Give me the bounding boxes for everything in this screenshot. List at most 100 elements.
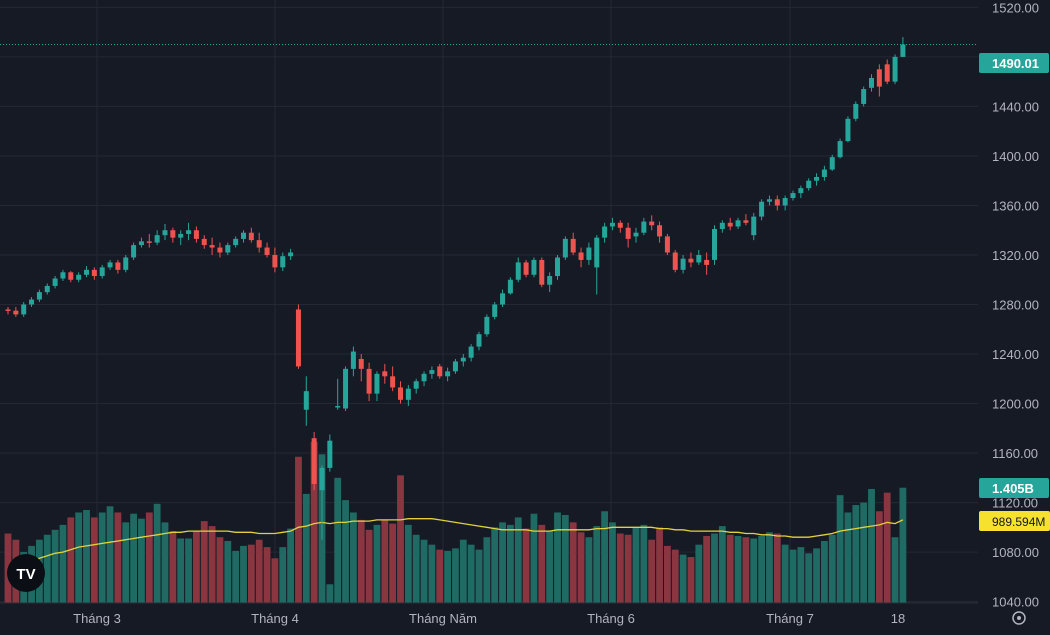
candle[interactable] bbox=[99, 264, 105, 279]
time-axis[interactable]: Tháng 3 Tháng 4 Tháng Năm Tháng 6 Tháng 7 18 bbox=[73, 611, 905, 626]
candle[interactable] bbox=[578, 247, 584, 268]
candle[interactable] bbox=[594, 235, 600, 295]
candle[interactable] bbox=[766, 195, 772, 206]
candle[interactable] bbox=[617, 220, 623, 233]
candle[interactable] bbox=[884, 59, 890, 85]
candle[interactable] bbox=[649, 215, 655, 231]
candle[interactable] bbox=[798, 185, 804, 199]
candle[interactable] bbox=[790, 190, 796, 201]
candle[interactable] bbox=[358, 354, 364, 382]
candle[interactable] bbox=[892, 54, 898, 85]
candle[interactable] bbox=[162, 224, 168, 241]
candle[interactable] bbox=[696, 250, 702, 265]
candle[interactable] bbox=[60, 269, 66, 281]
candle[interactable] bbox=[272, 247, 278, 273]
tradingview-logo[interactable]: TV bbox=[7, 554, 45, 592]
candle[interactable] bbox=[429, 366, 435, 379]
candle[interactable] bbox=[343, 366, 349, 411]
candle[interactable] bbox=[288, 248, 294, 260]
candle[interactable] bbox=[468, 344, 474, 362]
candle[interactable] bbox=[68, 271, 74, 283]
candle[interactable] bbox=[735, 217, 741, 229]
candle[interactable] bbox=[829, 154, 835, 171]
candle[interactable] bbox=[586, 242, 592, 265]
candle[interactable] bbox=[900, 37, 906, 57]
candle[interactable] bbox=[759, 199, 765, 221]
candle[interactable] bbox=[570, 232, 576, 255]
candle[interactable] bbox=[500, 289, 506, 307]
candle[interactable] bbox=[782, 195, 788, 211]
candle[interactable] bbox=[657, 221, 663, 243]
candle[interactable] bbox=[751, 212, 757, 241]
candle[interactable] bbox=[562, 236, 568, 260]
candle[interactable] bbox=[405, 384, 411, 407]
candle[interactable] bbox=[264, 242, 270, 258]
candle[interactable] bbox=[44, 283, 50, 295]
candle[interactable] bbox=[178, 230, 184, 246]
candle[interactable] bbox=[123, 254, 129, 273]
candle[interactable] bbox=[91, 267, 97, 280]
candle[interactable] bbox=[641, 217, 647, 236]
candle[interactable] bbox=[193, 226, 199, 243]
candle[interactable] bbox=[727, 217, 733, 231]
candle[interactable] bbox=[36, 289, 42, 303]
candle[interactable] bbox=[335, 378, 341, 410]
candle[interactable] bbox=[350, 346, 356, 377]
candle[interactable] bbox=[672, 250, 678, 273]
candle[interactable] bbox=[806, 178, 812, 191]
settings-gear-icon[interactable] bbox=[1012, 611, 1026, 625]
candle[interactable] bbox=[76, 272, 82, 283]
candle[interactable] bbox=[280, 252, 286, 272]
candle[interactable] bbox=[170, 227, 176, 243]
candle[interactable] bbox=[398, 381, 403, 404]
candle[interactable] bbox=[539, 257, 545, 288]
candle[interactable] bbox=[774, 195, 780, 211]
candle[interactable] bbox=[209, 237, 215, 255]
candle[interactable] bbox=[547, 272, 553, 293]
candle[interactable] bbox=[5, 306, 11, 315]
candle[interactable] bbox=[366, 362, 372, 402]
candle[interactable] bbox=[814, 173, 820, 186]
candle[interactable] bbox=[13, 306, 19, 317]
candle[interactable] bbox=[201, 235, 207, 249]
candle[interactable] bbox=[861, 86, 867, 107]
candle[interactable] bbox=[712, 225, 717, 265]
price-candles[interactable] bbox=[5, 37, 906, 540]
candle[interactable] bbox=[476, 331, 482, 351]
candle[interactable] bbox=[719, 220, 725, 233]
candle[interactable] bbox=[531, 257, 537, 278]
candle[interactable] bbox=[374, 371, 380, 402]
candle[interactable] bbox=[704, 252, 710, 275]
candle[interactable] bbox=[507, 277, 513, 295]
candle[interactable] bbox=[853, 101, 859, 122]
candle[interactable] bbox=[52, 276, 58, 289]
candle[interactable] bbox=[876, 64, 882, 97]
candle[interactable] bbox=[131, 242, 137, 260]
candle[interactable] bbox=[484, 314, 490, 337]
candle[interactable] bbox=[625, 222, 631, 248]
candle[interactable] bbox=[609, 217, 615, 231]
candle[interactable] bbox=[225, 242, 231, 255]
candle[interactable] bbox=[869, 74, 874, 92]
candle[interactable] bbox=[233, 236, 239, 248]
candle[interactable] bbox=[523, 259, 529, 278]
candle[interactable] bbox=[688, 252, 694, 268]
candle[interactable] bbox=[452, 358, 458, 374]
candle[interactable] bbox=[107, 259, 113, 270]
candle[interactable] bbox=[138, 237, 144, 248]
candle[interactable] bbox=[241, 230, 246, 243]
candle[interactable] bbox=[437, 363, 443, 379]
candle[interactable] bbox=[295, 304, 301, 369]
candle[interactable] bbox=[390, 366, 396, 392]
candle[interactable] bbox=[248, 227, 254, 243]
candle[interactable] bbox=[146, 233, 152, 248]
candle[interactable] bbox=[303, 376, 309, 426]
candle[interactable] bbox=[460, 354, 466, 367]
candle[interactable] bbox=[492, 302, 498, 320]
candle[interactable] bbox=[84, 266, 89, 278]
candle[interactable] bbox=[311, 432, 317, 491]
candle[interactable] bbox=[445, 367, 451, 382]
candle[interactable] bbox=[21, 302, 27, 317]
candle[interactable] bbox=[845, 116, 851, 143]
